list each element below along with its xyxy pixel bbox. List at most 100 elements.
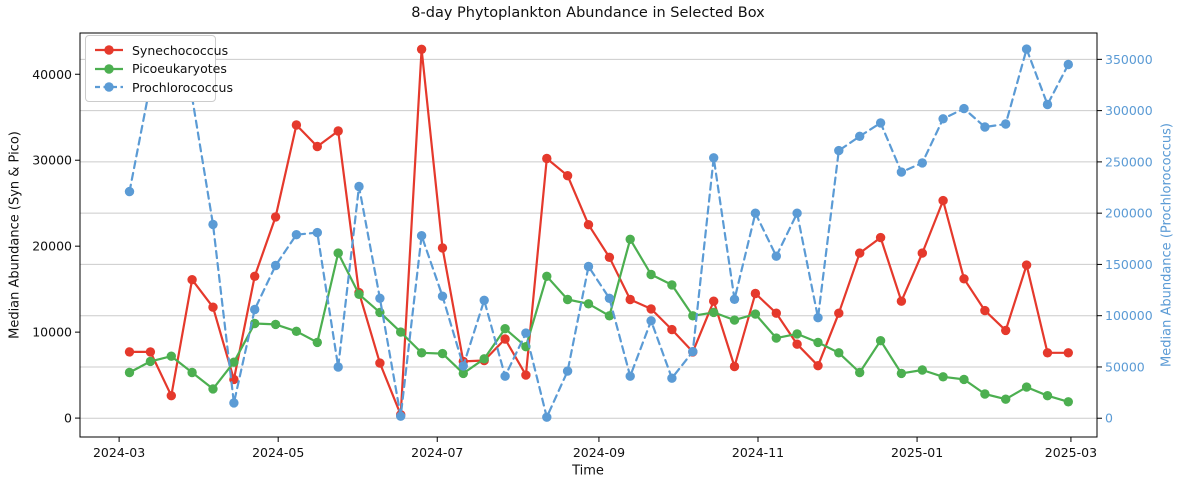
data-point bbox=[500, 371, 510, 381]
series-picoeukaryotes bbox=[124, 234, 1074, 407]
data-point bbox=[917, 248, 927, 258]
data-point bbox=[855, 131, 865, 141]
series-line bbox=[128, 48, 1070, 416]
chart-title: 8-day Phytoplankton Abundance in Selecte… bbox=[411, 5, 765, 21]
data-point bbox=[124, 367, 135, 378]
data-point bbox=[208, 384, 218, 394]
data-point bbox=[333, 362, 343, 372]
y-tick-label-right: 250000 bbox=[1105, 154, 1153, 169]
legend-label: Synechococcus bbox=[132, 42, 229, 58]
y-axis-left: 0 10000 20000 30000 40000 bbox=[32, 67, 80, 426]
data-point bbox=[646, 304, 656, 314]
data-point bbox=[229, 398, 239, 408]
data-point bbox=[959, 274, 969, 284]
data-point bbox=[166, 391, 176, 401]
series-synechococcus bbox=[124, 44, 1074, 420]
data-point bbox=[458, 361, 468, 371]
data-point bbox=[729, 315, 740, 325]
data-point bbox=[416, 348, 427, 358]
x-tick-label: 2024-09 bbox=[573, 445, 625, 460]
data-point bbox=[813, 337, 823, 348]
data-point bbox=[792, 329, 802, 339]
y-tick-label-left: 0 bbox=[64, 411, 72, 426]
data-point bbox=[270, 212, 281, 222]
data-point bbox=[604, 252, 615, 262]
legend-item-synechococcus: Synechococcus bbox=[94, 41, 228, 59]
data-point bbox=[792, 339, 802, 349]
data-point bbox=[270, 260, 281, 271]
data-point bbox=[416, 44, 427, 54]
data-point bbox=[834, 308, 844, 318]
x-tick-label: 2024-05 bbox=[252, 445, 304, 460]
data-point bbox=[291, 326, 302, 336]
data-point bbox=[583, 220, 594, 230]
data-point bbox=[187, 367, 197, 378]
data-point bbox=[938, 114, 948, 124]
y-tick-label-left: 20000 bbox=[32, 239, 72, 254]
legend-item-prochlorococcus: Prochlorococcus bbox=[94, 78, 233, 96]
data-point bbox=[583, 299, 594, 309]
data-point bbox=[479, 295, 489, 305]
data-point bbox=[834, 145, 844, 156]
data-point bbox=[750, 288, 761, 299]
data-point bbox=[500, 334, 510, 344]
data-point bbox=[750, 208, 761, 218]
y-axis-right: 0 50000 100000 150000 200000 250000 300000 3500… bbox=[1097, 52, 1153, 426]
data-point bbox=[250, 318, 260, 329]
data-point bbox=[250, 304, 260, 315]
legend-swatch-synechococcus bbox=[95, 45, 123, 55]
data-point bbox=[667, 373, 677, 383]
data-point bbox=[312, 337, 322, 348]
data-point bbox=[1063, 397, 1074, 407]
data-point bbox=[208, 302, 218, 312]
data-point bbox=[917, 158, 927, 168]
legend-label: Picoeukaryotes bbox=[132, 61, 227, 76]
y-tick-label-left: 30000 bbox=[32, 153, 72, 168]
y-tick-label-right: 100000 bbox=[1105, 308, 1153, 323]
gridlines bbox=[80, 58, 1097, 419]
data-point bbox=[187, 275, 197, 285]
data-point bbox=[604, 311, 615, 321]
data-point bbox=[312, 141, 322, 152]
y-tick-label-left: 10000 bbox=[32, 325, 72, 340]
data-point bbox=[959, 103, 969, 114]
data-point bbox=[562, 294, 573, 305]
data-point bbox=[270, 319, 281, 330]
data-point bbox=[1001, 325, 1011, 336]
data-point bbox=[667, 280, 677, 290]
data-point bbox=[896, 167, 907, 177]
data-point bbox=[124, 186, 135, 197]
data-point bbox=[604, 293, 615, 303]
data-point bbox=[896, 296, 907, 306]
data-point bbox=[1001, 394, 1011, 404]
data-point bbox=[875, 118, 886, 128]
data-point bbox=[291, 120, 302, 130]
y-tick-label-right: 150000 bbox=[1105, 257, 1153, 272]
data-point bbox=[542, 271, 552, 281]
data-point bbox=[312, 227, 322, 238]
data-point bbox=[625, 294, 635, 305]
legend-marker bbox=[104, 82, 114, 92]
data-point bbox=[875, 232, 886, 243]
data-point bbox=[729, 361, 740, 372]
data-point bbox=[834, 348, 844, 358]
y-tick-label-right: 200000 bbox=[1105, 206, 1153, 221]
data-point bbox=[562, 366, 573, 376]
data-point bbox=[145, 347, 156, 357]
data-point bbox=[521, 370, 531, 380]
data-point bbox=[1021, 382, 1032, 392]
x-tick-label: 2024-11 bbox=[732, 445, 784, 460]
series-line bbox=[128, 238, 1070, 403]
data-point bbox=[688, 311, 698, 321]
series-line bbox=[128, 47, 1070, 419]
data-point bbox=[813, 313, 823, 323]
data-point bbox=[375, 293, 385, 303]
data-point bbox=[917, 365, 927, 375]
data-point bbox=[208, 219, 218, 230]
data-point bbox=[124, 347, 135, 357]
x-axis-label: Time bbox=[572, 463, 604, 479]
data-point bbox=[291, 230, 302, 240]
x-tick-label: 2025-01 bbox=[891, 445, 943, 460]
